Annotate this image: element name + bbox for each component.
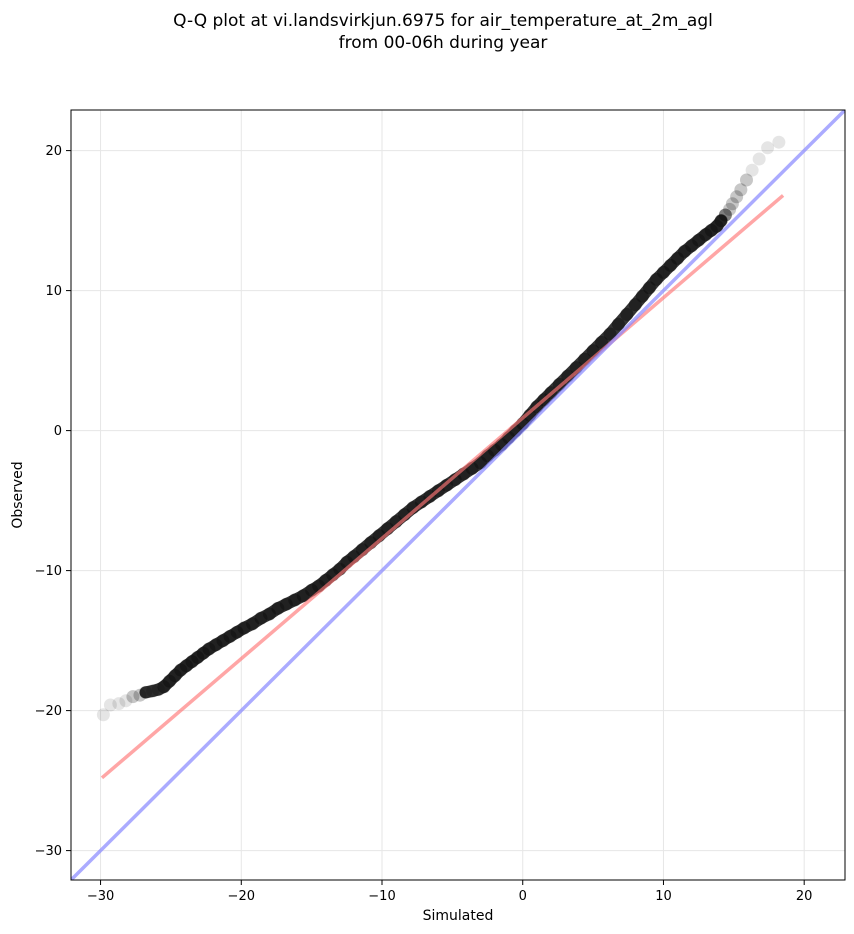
quantile-point [730, 190, 744, 204]
y-axis-label: Observed [10, 461, 26, 528]
x-tick-label: −20 [228, 889, 255, 904]
quantile-point [752, 152, 766, 166]
quantile-point [96, 708, 110, 722]
quantile-point [761, 141, 775, 155]
plot-frame [70, 109, 846, 881]
quantile-points-core [139, 214, 728, 699]
quantile-point [723, 202, 737, 216]
x-tick-label: −10 [368, 889, 395, 904]
y-tick-label: −20 [35, 704, 62, 719]
chart-title-line-1: Q-Q plot at vi.landsvirkjun.6975 for air… [173, 11, 713, 31]
x-tick-label: 20 [796, 889, 813, 904]
chart-title-line-2: from 00-06h during year [339, 33, 548, 53]
quantile-point [772, 135, 786, 149]
quantile-point [739, 173, 753, 187]
y-tick-label: 20 [45, 144, 62, 159]
identity-line [71, 110, 845, 880]
quantile-point [734, 183, 748, 197]
x-axis-label: Simulated [423, 908, 494, 924]
fit-line [100, 194, 785, 780]
gridlines [71, 110, 845, 880]
y-tick-label: −30 [35, 844, 62, 859]
y-tick-label: 10 [45, 284, 62, 299]
y-tick-label: −10 [35, 564, 62, 579]
quantile-points [96, 135, 786, 722]
x-tick-label: 0 [519, 889, 527, 904]
quantile-point [112, 697, 126, 711]
axis-ticks: −30 −20 −10 0 10 20 −30 −20 −10 0 10 20 [35, 144, 813, 904]
x-tick-label: 10 [655, 889, 672, 904]
quantile-point [126, 690, 140, 704]
quantile-point [119, 694, 133, 708]
y-tick-label: 0 [54, 424, 62, 439]
quantile-point [103, 698, 117, 712]
quantile-point [725, 197, 739, 211]
quantile-point [745, 163, 759, 177]
plot-area [71, 110, 845, 880]
x-tick-label: −30 [87, 889, 114, 904]
